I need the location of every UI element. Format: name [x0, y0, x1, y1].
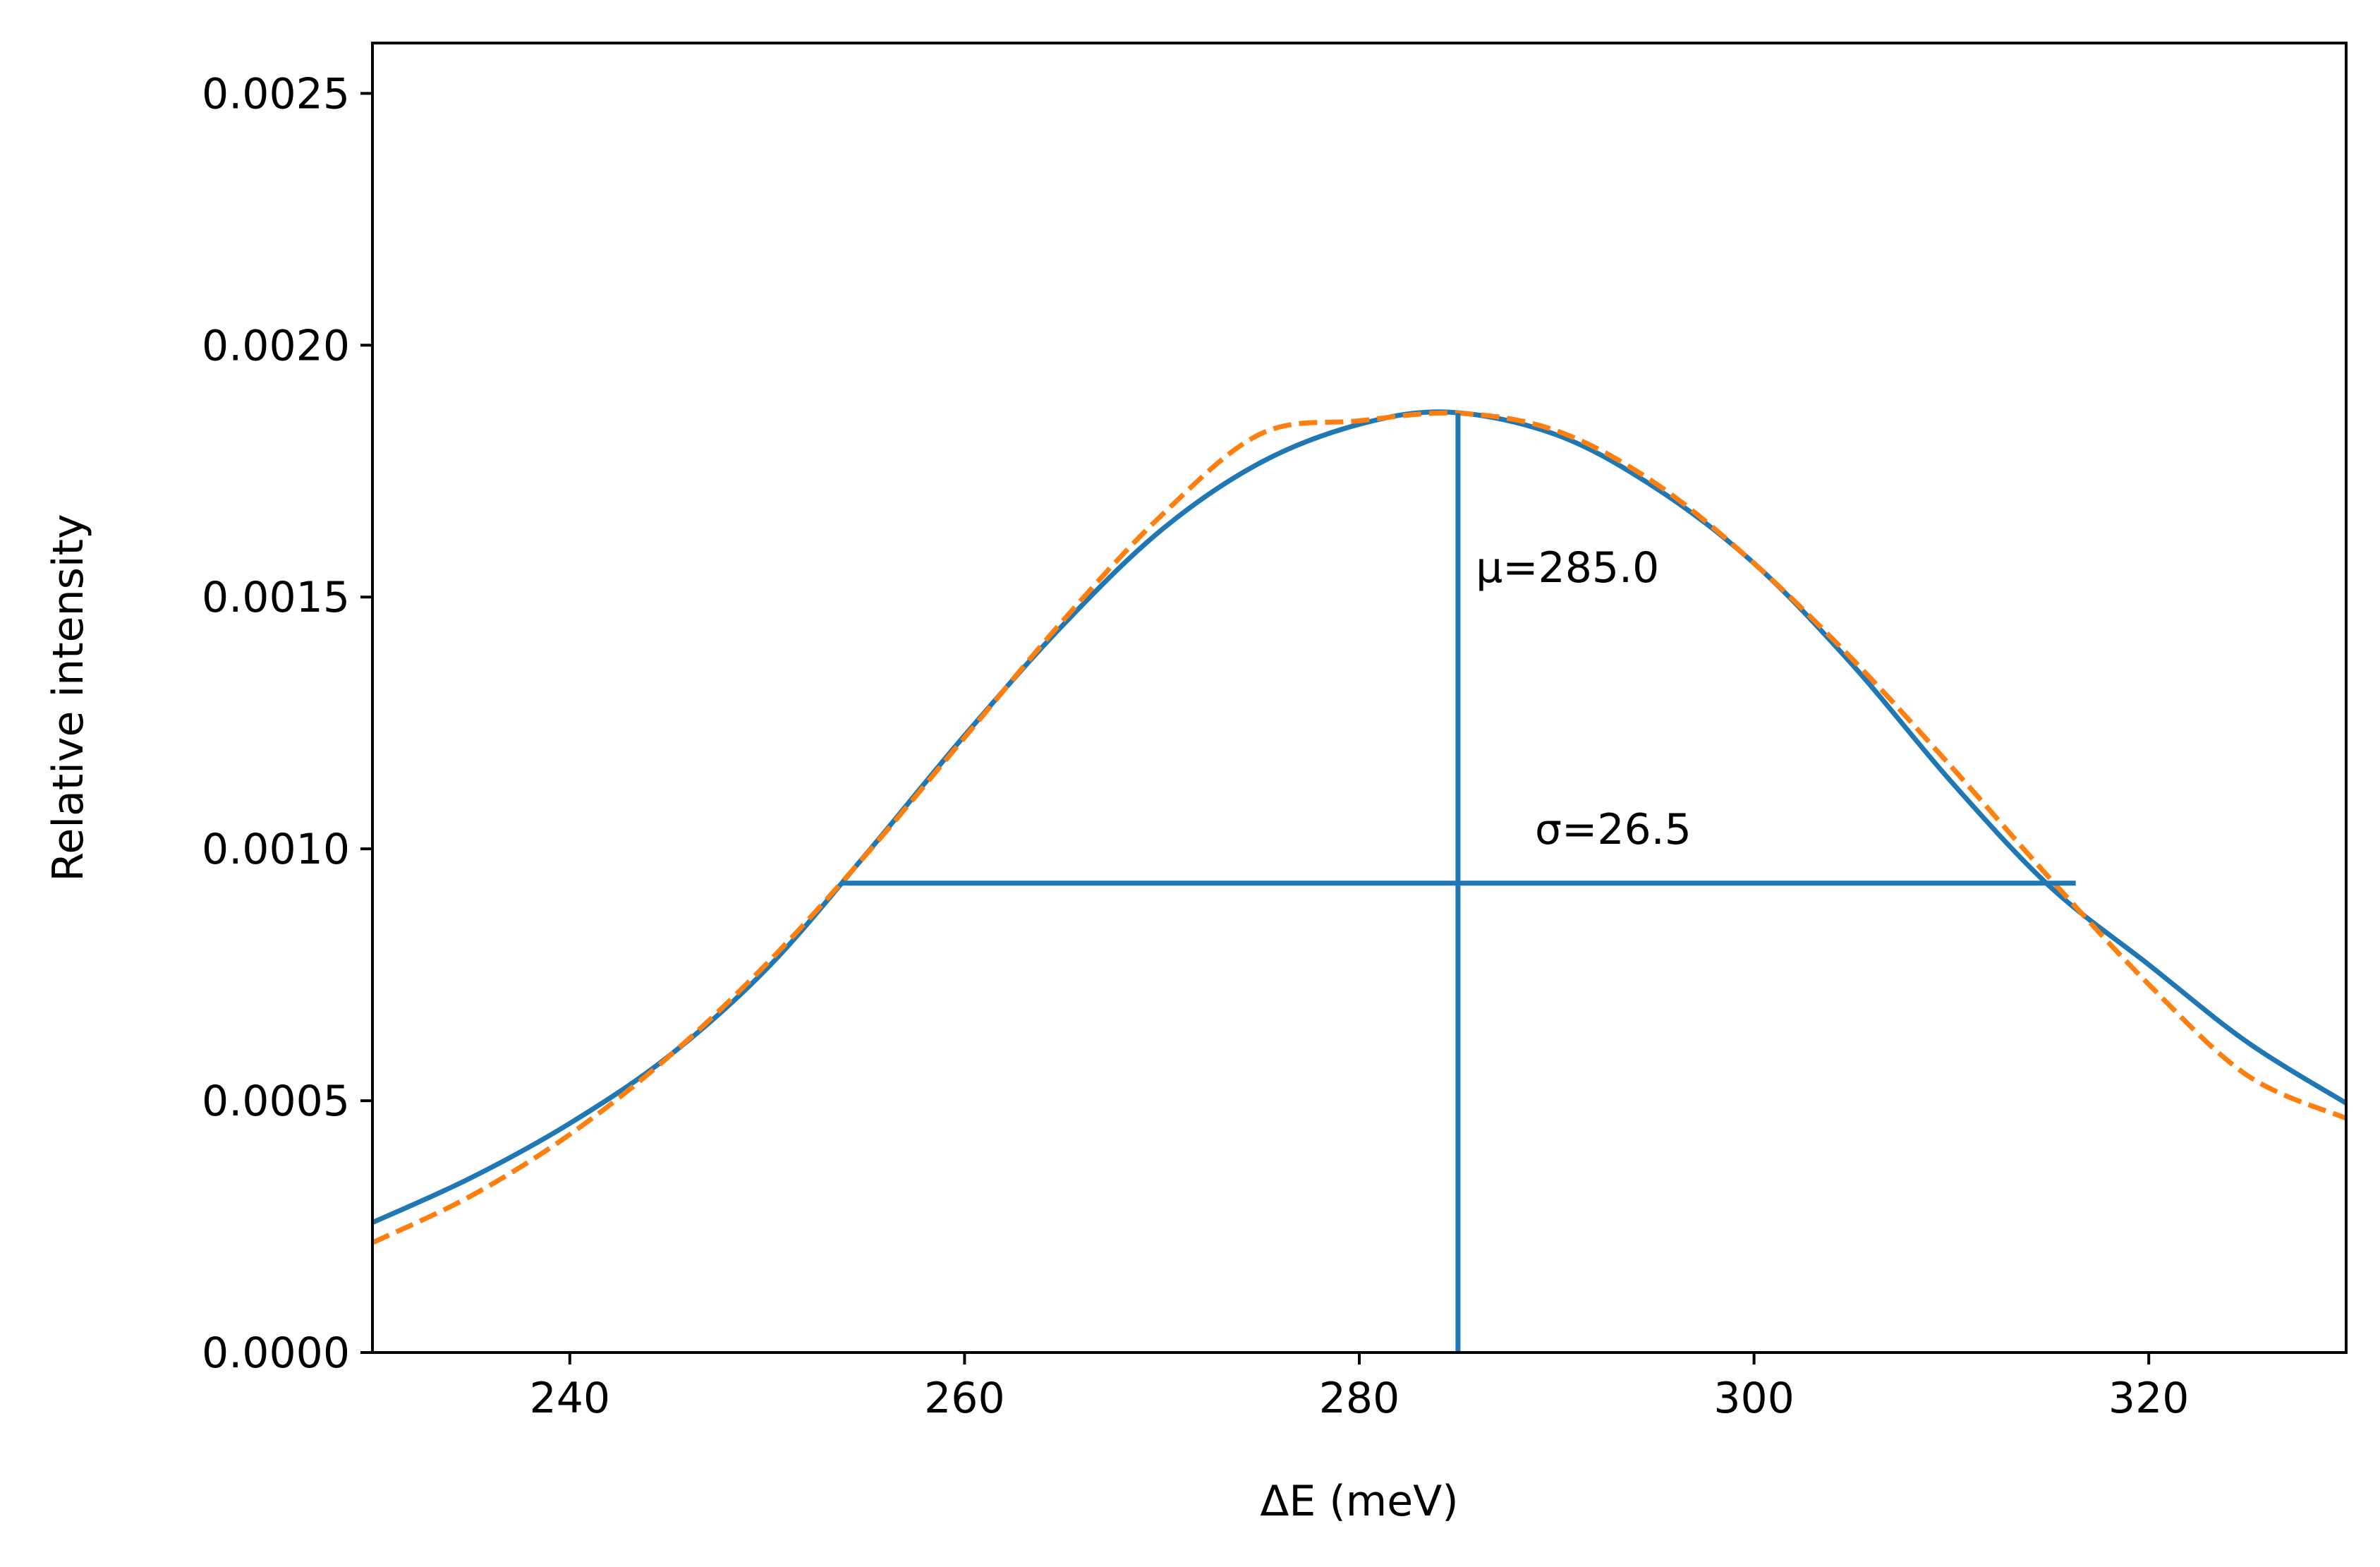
- mu-annotation: μ=285.0: [1476, 543, 1659, 593]
- marker-layer: [842, 413, 2076, 1353]
- x-axis-title: ΔE (meV): [1260, 1477, 1458, 1526]
- y-tick-label: 0.0020: [202, 321, 350, 370]
- x-tick-label: 320: [2108, 1374, 2190, 1423]
- x-tick-label: 240: [530, 1374, 611, 1423]
- y-tick-label: 0.0010: [202, 825, 350, 874]
- sigma-annotation: σ=26.5: [1535, 805, 1692, 854]
- tick-layer: 240 260 280 300 320 0.0000 0.0005 0.0010 0.0015 0…: [202, 69, 2189, 1423]
- x-tick-label: 260: [924, 1374, 1005, 1423]
- y-tick-label: 0.0005: [202, 1077, 350, 1126]
- y-tick-label: 0.0015: [202, 573, 350, 622]
- series-layer: [372, 409, 2346, 1245]
- series-line-dashed: [372, 410, 2346, 1245]
- x-tick-label: 300: [1713, 1374, 1795, 1423]
- y-tick-label: 0.0025: [202, 69, 350, 119]
- y-tick-label: 0.0000: [202, 1329, 350, 1378]
- x-tick-label: 280: [1319, 1374, 1400, 1423]
- y-axis-title: Relative intensity: [44, 514, 93, 881]
